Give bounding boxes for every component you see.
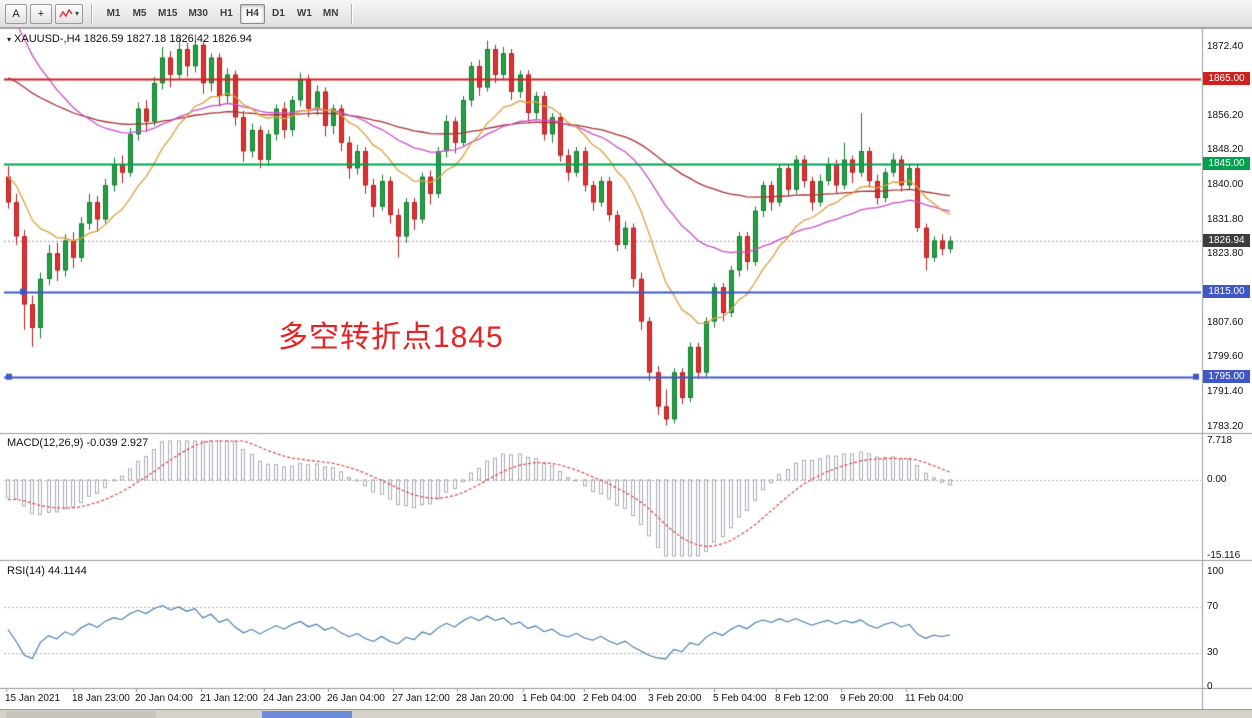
time-tick-label: 26 Jan 04:00 xyxy=(327,693,385,704)
time-tick-label: 27 Jan 12:00 xyxy=(392,693,450,704)
time-tick-label: 24 Jan 23:00 xyxy=(263,693,321,704)
crosshair-button[interactable]: + xyxy=(30,3,52,24)
timeframe-button-mn[interactable]: MN xyxy=(318,4,344,24)
draw-style-dropdown[interactable]: ▾ xyxy=(55,3,84,24)
timeframe-button-d1[interactable]: D1 xyxy=(266,4,291,24)
price-tick-label: 1872.40 xyxy=(1207,41,1244,53)
crosshair-icon: + xyxy=(37,7,45,20)
toolbar: A + ▾ M1 M5 M15 M30 H1 H4 D1 W1 MN xyxy=(0,0,1252,28)
rsi-tick-label: 30 xyxy=(1207,646,1219,658)
timeframe-button-h1[interactable]: H1 xyxy=(214,4,239,24)
price-tag: 1815.00 xyxy=(1203,284,1250,298)
price-tick-label: 1807.60 xyxy=(1207,317,1244,329)
price-tick-label: 1799.60 xyxy=(1207,351,1244,363)
rsi-tick-label: 0 xyxy=(1207,681,1213,692)
toolbar-separator xyxy=(91,3,94,24)
price-tag: 1795.00 xyxy=(1203,369,1250,383)
timeframe-button-m15[interactable]: M15 xyxy=(153,4,182,24)
bottom-tab[interactable] xyxy=(6,711,156,718)
time-tick-label: 20 Jan 04:00 xyxy=(135,693,193,704)
time-tick-label: 5 Feb 04:00 xyxy=(713,693,767,704)
price-tick-label: 1823.80 xyxy=(1207,248,1244,260)
pencil-icon xyxy=(59,8,73,17)
time-tick-label: 1 Feb 04:00 xyxy=(522,693,576,704)
chart-title-row: ▾ XAUUSD-,H4 1826.59 1827.18 1826.42 1826… xyxy=(7,33,252,45)
timeframe-button-m1[interactable]: M1 xyxy=(101,4,126,24)
macd-label: MACD(12,26,9) -0.039 2.927 xyxy=(7,437,149,449)
timeframe-button-h4[interactable]: H4 xyxy=(239,3,265,24)
macd-tick-label: 0.00 xyxy=(1207,473,1227,485)
macd-tick-label: 7.718 xyxy=(1207,435,1233,446)
price-tick-label: 1831.80 xyxy=(1207,214,1244,226)
text-tool-button[interactable]: A xyxy=(5,3,27,24)
time-tick-label: 11 Feb 04:00 xyxy=(905,693,964,704)
time-tick-label: 18 Jan 23:00 xyxy=(72,693,130,704)
rsi-tick-label: 100 xyxy=(1207,566,1224,577)
timeframe-group: M1 M5 M15 M30 H1 H4 D1 W1 MN xyxy=(101,3,344,24)
toolbar-separator xyxy=(351,3,354,24)
time-tick-label: 3 Feb 20:00 xyxy=(648,693,702,704)
price-tick-label: 1856.20 xyxy=(1207,110,1244,122)
time-tick-label: 2 Feb 04:00 xyxy=(583,693,637,704)
bottom-tabs-bar[interactable] xyxy=(0,709,1252,718)
price-tag: 1845.00 xyxy=(1203,157,1250,170)
timeframe-button-m5[interactable]: M5 xyxy=(127,4,152,24)
caret-down-icon: ▾ xyxy=(75,9,80,18)
price-tag: 1826.94 xyxy=(1203,233,1250,247)
price-tag: 1865.00 xyxy=(1203,71,1250,85)
chart-marker-icon: ▾ xyxy=(7,35,12,44)
time-tick-label: 28 Jan 20:00 xyxy=(456,693,514,704)
time-tick-label: 15 Jan 2021 xyxy=(5,693,61,704)
macd-tick-label: -15.116 xyxy=(1207,550,1241,561)
rsi-tick-label: 70 xyxy=(1207,600,1219,612)
price-tick-label: 1783.20 xyxy=(1207,420,1244,432)
time-tick-label: 21 Jan 12:00 xyxy=(200,693,258,704)
bottom-tab[interactable] xyxy=(262,711,352,718)
price-tick-label: 1840.00 xyxy=(1207,179,1244,191)
time-tick-label: 8 Feb 12:00 xyxy=(775,693,829,704)
timeframe-button-w1[interactable]: W1 xyxy=(292,4,317,24)
price-tick-label: 1791.40 xyxy=(1207,386,1244,397)
timeframe-button-m30[interactable]: M30 xyxy=(183,4,212,24)
time-tick-label: 9 Feb 20:00 xyxy=(840,693,894,704)
chart-annotation[interactable]: 多空转折点1845 xyxy=(278,321,504,354)
chart-title: XAUUSD-,H4 1826.59 1827.18 1826.42 1826.… xyxy=(14,33,252,45)
rsi-label: RSI(14) 44.1144 xyxy=(7,565,87,577)
price-tick-label: 1848.20 xyxy=(1207,144,1244,156)
